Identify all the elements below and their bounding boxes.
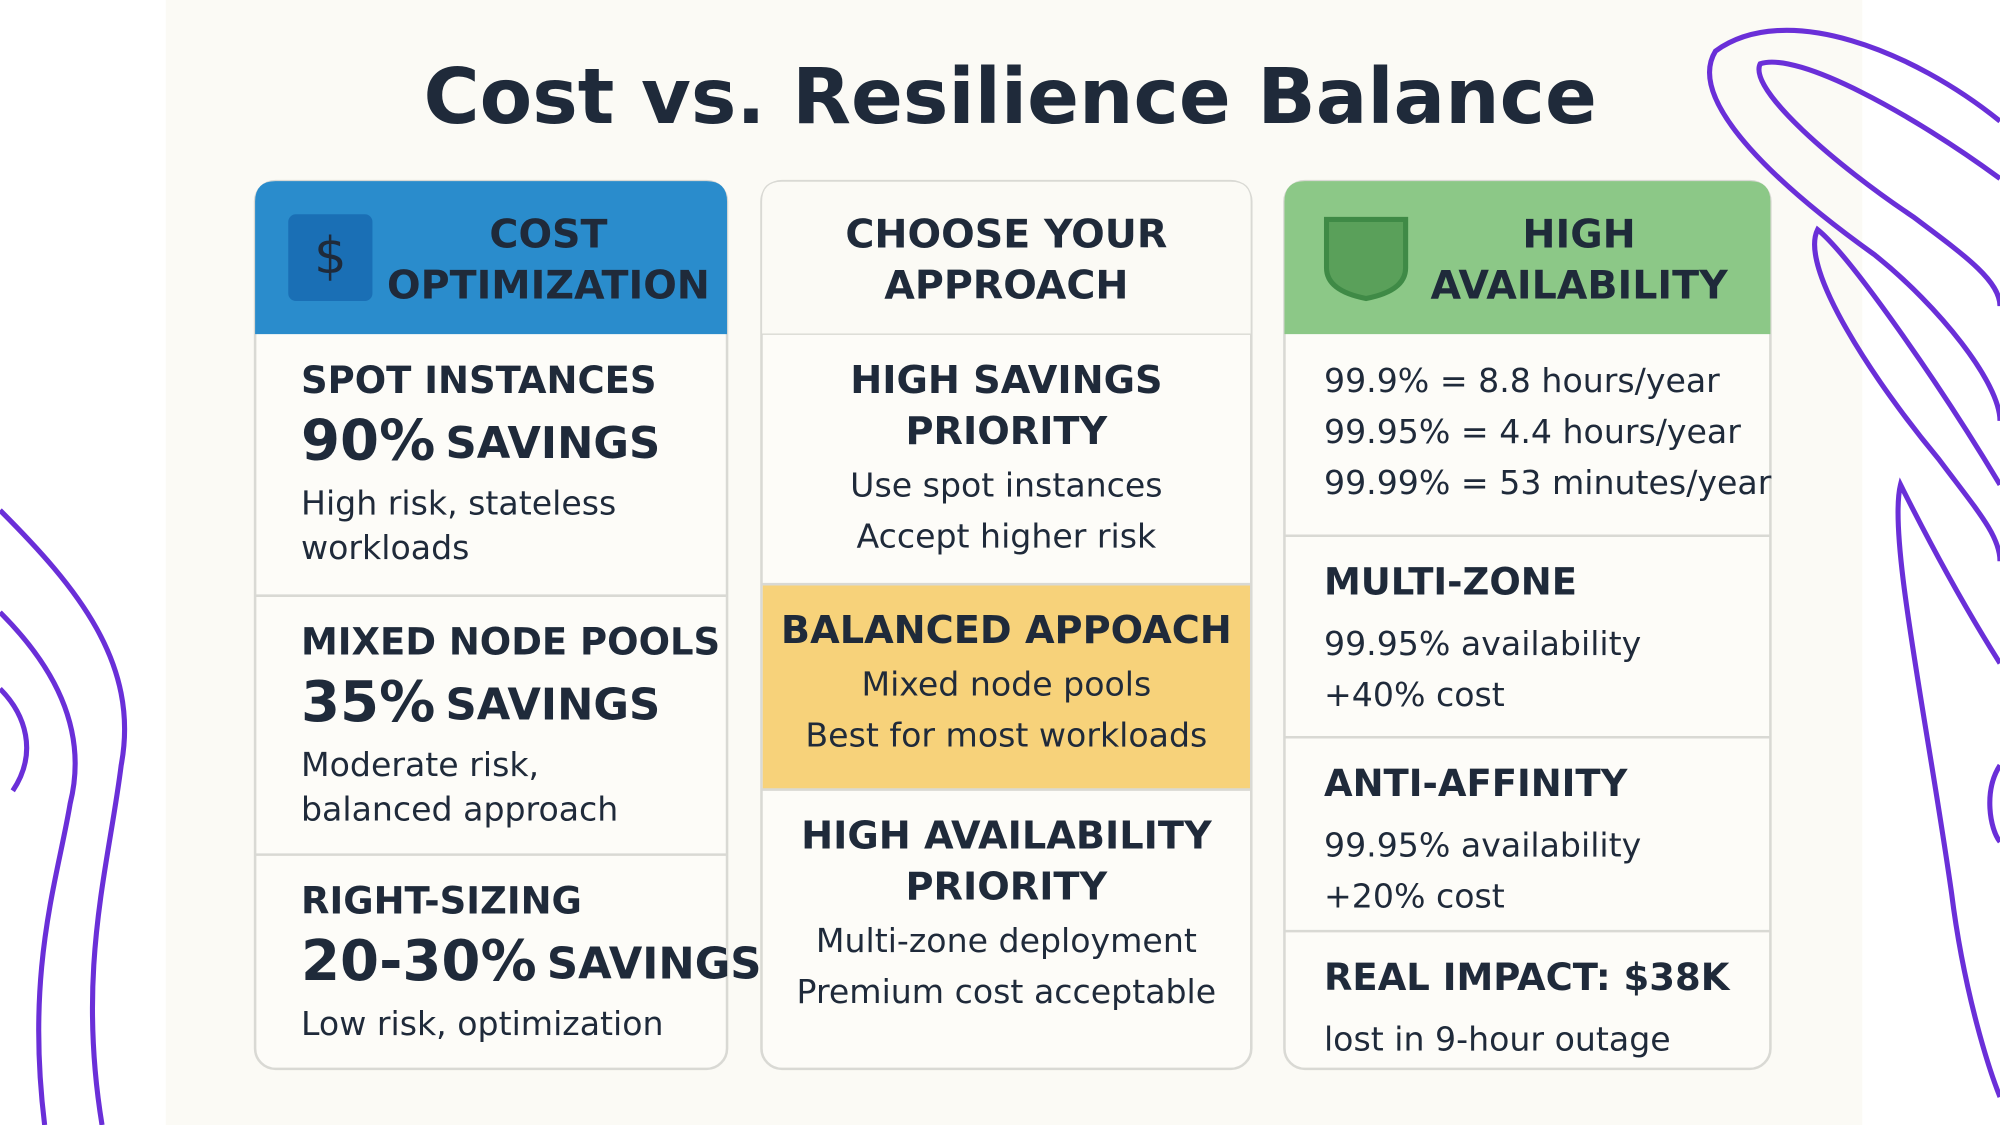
item-title: PRIORITY xyxy=(906,865,1109,910)
item-text: +20% cost xyxy=(1324,876,1505,915)
stat: 20-30% xyxy=(301,929,537,994)
stat-unit: SAVINGS xyxy=(446,680,661,730)
item-text: Multi-zone deployment xyxy=(816,921,1197,960)
header-text: OPTIMIZATION xyxy=(387,263,710,309)
decor-left xyxy=(0,508,128,1125)
item-title: HIGH SAVINGS xyxy=(850,358,1162,403)
item-title: BALANCED APPOACH xyxy=(781,608,1232,653)
item-text: Low risk, optimization xyxy=(301,1004,664,1043)
item-text: +40% cost xyxy=(1324,675,1505,714)
item-text: Premium cost acceptable xyxy=(797,972,1217,1011)
item-title: ANTI-AFFINITY xyxy=(1324,762,1629,805)
decor-right xyxy=(1707,27,2000,1098)
stat: 35% xyxy=(301,670,435,735)
item-title: RIGHT-SIZING xyxy=(301,880,582,923)
stat-unit: SAVINGS xyxy=(446,419,661,469)
header-text: AVAILABILITY xyxy=(1430,263,1729,309)
icon-box xyxy=(288,214,373,302)
item-text: 99.95% = 4.4 hours/year xyxy=(1324,412,1741,451)
stat-unit: SAVINGS xyxy=(547,939,762,989)
item-text: Best for most workloads xyxy=(805,716,1207,755)
item-title: SPOT INSTANCES xyxy=(301,359,656,402)
item-text: workloads xyxy=(301,528,469,567)
item-text: Accept higher risk xyxy=(857,517,1158,556)
stat: 90% xyxy=(301,409,435,474)
header-text: COST xyxy=(489,212,607,258)
item-title: PRIORITY xyxy=(906,409,1109,454)
item-title: REAL IMPACT: $38K xyxy=(1324,956,1731,999)
card-header xyxy=(760,180,1252,335)
item-title: HIGH AVAILABILITY xyxy=(801,814,1213,859)
icon-text: $ xyxy=(314,227,346,286)
item-text: 99.99% = 53 minutes/year xyxy=(1324,463,1772,502)
item-title: MULTI-ZONE xyxy=(1324,561,1577,604)
item-text: lost in 9-hour outage xyxy=(1324,1019,1671,1058)
shield-icon xyxy=(1323,216,1409,302)
item-title: MIXED NODE POOLS xyxy=(301,621,720,664)
item-text: Mixed node pools xyxy=(861,665,1151,704)
title: Cost vs. Resilience Balance xyxy=(423,53,1596,142)
item-text: Use spot instances xyxy=(850,466,1162,505)
item-text: balanced approach xyxy=(301,790,618,829)
header-text: HIGH xyxy=(1522,212,1635,258)
item-text: 99.95% availability xyxy=(1324,825,1641,864)
item-text: High risk, stateless xyxy=(301,484,616,523)
item-text: 99.95% availability xyxy=(1324,624,1641,663)
header-text: CHOOSE YOUR xyxy=(845,212,1167,258)
item-text: 99.9% = 8.8 hours/year xyxy=(1324,361,1720,400)
item-text: Moderate risk, xyxy=(301,745,539,784)
highlight xyxy=(762,584,1250,790)
header-text: APPROACH xyxy=(884,263,1128,309)
card-header xyxy=(255,181,728,335)
